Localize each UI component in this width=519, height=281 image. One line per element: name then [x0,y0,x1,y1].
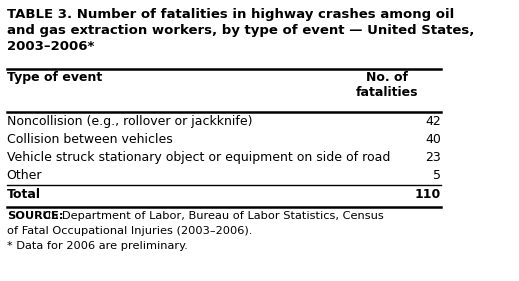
Text: 5: 5 [433,169,441,182]
Text: No. of
fatalities: No. of fatalities [356,71,419,99]
Text: Noncollision (e.g., rollover or jackknife): Noncollision (e.g., rollover or jackknif… [7,115,252,128]
Text: TABLE 3. Number of fatalities in highway crashes among oil
and gas extraction wo: TABLE 3. Number of fatalities in highway… [7,8,474,53]
Text: SOURCE:: SOURCE: [7,211,63,221]
Text: * Data for 2006 are preliminary.: * Data for 2006 are preliminary. [7,241,187,251]
Text: 110: 110 [415,188,441,201]
Text: Type of event: Type of event [7,71,102,84]
Text: Other: Other [7,169,42,182]
Text: 23: 23 [426,151,441,164]
Text: US Department of Labor, Bureau of Labor Statistics, Census: US Department of Labor, Bureau of Labor … [39,211,384,221]
Text: 40: 40 [425,133,441,146]
Text: 42: 42 [426,115,441,128]
Text: of Fatal Occupational Injuries (2003–2006).: of Fatal Occupational Injuries (2003–200… [7,226,252,236]
Text: Collision between vehicles: Collision between vehicles [7,133,172,146]
Text: Vehicle struck stationary object or equipment on side of road: Vehicle struck stationary object or equi… [7,151,390,164]
Text: Total: Total [7,188,40,201]
